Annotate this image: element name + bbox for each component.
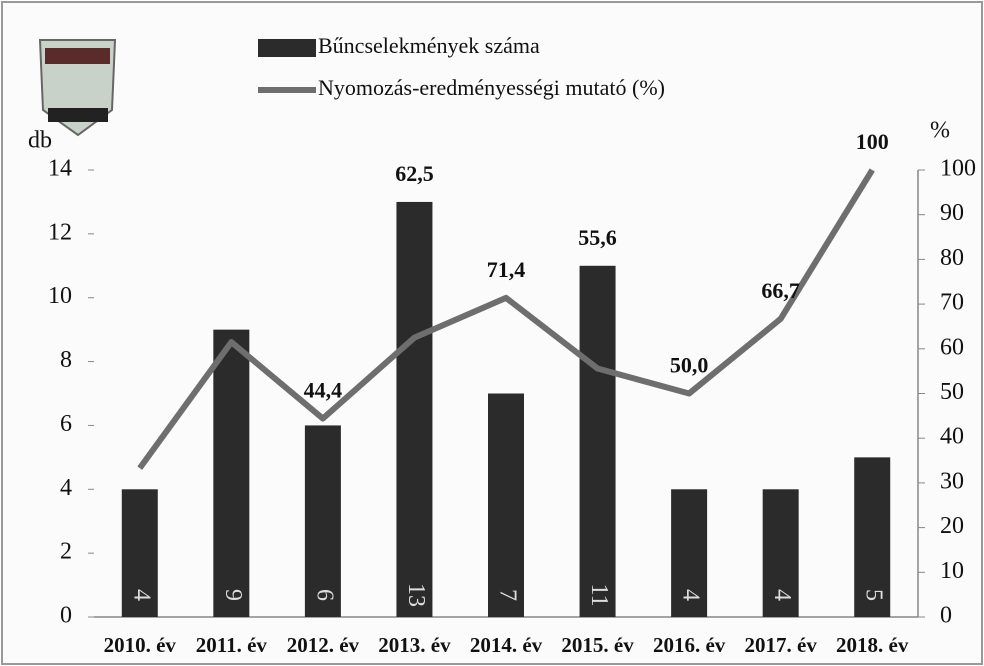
y-tick-label: 14 bbox=[48, 156, 72, 182]
bar bbox=[396, 201, 433, 617]
bar-label: 6 bbox=[311, 589, 337, 601]
x-tick-label: 2010. év bbox=[104, 633, 177, 657]
bar-label: 7 bbox=[494, 589, 520, 601]
y2-tick-label: 50 bbox=[940, 379, 964, 405]
y2-tick-label: 60 bbox=[940, 334, 964, 360]
bar-label: 11 bbox=[586, 583, 612, 606]
x-tick-label: 2018. év bbox=[836, 633, 909, 657]
bar bbox=[488, 393, 524, 617]
y2-tick-label: 0 bbox=[940, 603, 952, 629]
legend-swatch bbox=[258, 39, 316, 57]
x-tick-label: 2013. év bbox=[378, 633, 451, 657]
y2-tick-label: 20 bbox=[940, 513, 964, 539]
logo bbox=[38, 39, 117, 137]
y2-tick-label: 80 bbox=[940, 245, 964, 271]
x-tick-label: 2011. év bbox=[196, 633, 268, 657]
y2-tick-label: 10 bbox=[940, 558, 964, 584]
y-tick-label: 4 bbox=[60, 475, 72, 501]
value-label: 50,0 bbox=[670, 353, 709, 378]
y-tick-label: 2 bbox=[60, 539, 72, 565]
line bbox=[137, 168, 875, 470]
value-label: 55,6 bbox=[578, 225, 617, 250]
y-tick-label: 10 bbox=[48, 283, 72, 309]
legend-label: Nyomozás-eredményességi mutató (%) bbox=[318, 75, 665, 100]
bar-label: 4 bbox=[678, 589, 704, 601]
x-tick-label: 2016. év bbox=[653, 633, 726, 657]
y-tick-label: 8 bbox=[60, 347, 72, 373]
y-tick-label: 12 bbox=[48, 219, 72, 245]
x-tick-label: 2017. év bbox=[745, 633, 818, 657]
bar bbox=[762, 489, 799, 617]
x-tick-label: 2014. év bbox=[470, 633, 543, 657]
value-label: 62,5 bbox=[395, 161, 434, 186]
bar bbox=[854, 457, 891, 617]
y2-tick-label: 30 bbox=[940, 468, 964, 494]
bar-label: 13 bbox=[403, 583, 429, 607]
value-label: 44,4 bbox=[304, 378, 343, 403]
y2-tick-label: 100 bbox=[940, 156, 976, 182]
bar-label: 5 bbox=[861, 589, 887, 601]
legend-label: Bűncselekmények száma bbox=[318, 33, 540, 58]
bar bbox=[213, 329, 250, 617]
bar bbox=[671, 489, 708, 617]
y-axis-label: db bbox=[28, 128, 52, 154]
y2-tick-label: 40 bbox=[940, 424, 964, 450]
y-tick-label: 0 bbox=[60, 603, 72, 629]
bar-label: 4 bbox=[128, 589, 154, 601]
bar bbox=[579, 265, 616, 617]
value-label: 100 bbox=[856, 129, 889, 154]
y2-tick-label: 90 bbox=[940, 200, 964, 226]
y2-tick-label: 70 bbox=[940, 290, 964, 316]
bar-label: 4 bbox=[769, 589, 795, 601]
bar bbox=[304, 425, 341, 617]
value-label: 66,7 bbox=[761, 278, 800, 303]
value-label: 71,4 bbox=[487, 257, 526, 282]
x-tick-label: 2015. év bbox=[561, 633, 634, 657]
y2-axis-label: % bbox=[930, 118, 950, 144]
x-tick-label: 2012. év bbox=[287, 633, 360, 657]
y-tick-label: 6 bbox=[60, 411, 72, 437]
bar-label: 9 bbox=[220, 589, 246, 601]
bar bbox=[121, 489, 158, 617]
